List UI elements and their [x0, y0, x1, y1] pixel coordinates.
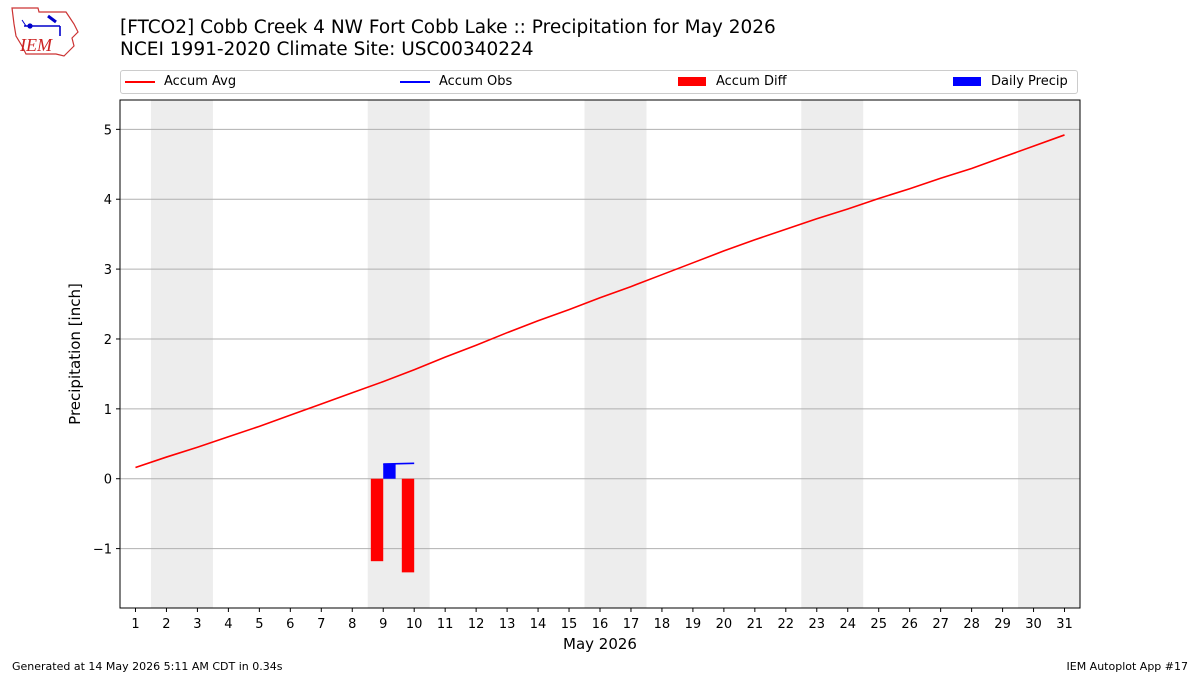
xtick-label-20: 20	[716, 617, 733, 632]
legend-item-accum-diff: Accum Diff	[678, 74, 787, 89]
legend-label-accum-diff: Accum Diff	[716, 74, 787, 89]
xtick-label-21: 21	[747, 617, 764, 632]
xtick-label-6: 6	[286, 617, 294, 632]
ytick-label-1: 1	[104, 403, 112, 418]
bar-daily-precip-day-9	[383, 464, 396, 479]
xtick-label-24: 24	[839, 617, 856, 632]
weekend-band-3	[801, 100, 864, 608]
xtick-label-17: 17	[623, 617, 640, 632]
ytick-label-5: 5	[104, 123, 112, 138]
xtick-label-25: 25	[870, 617, 887, 632]
footer-app-id: IEM Autoplot App #17	[1066, 660, 1189, 673]
xtick-label-5: 5	[255, 617, 263, 632]
xtick-label-30: 30	[1025, 617, 1042, 632]
xtick-label-8: 8	[348, 617, 356, 632]
footer-generated: Generated at 14 May 2026 5:11 AM CDT in …	[12, 660, 283, 673]
legend-swatch-accum-diff	[678, 77, 706, 86]
xtick-label-28: 28	[963, 617, 980, 632]
xtick-label-13: 13	[499, 617, 516, 632]
xtick-label-19: 19	[685, 617, 702, 632]
legend-label-accum-avg: Accum Avg	[164, 74, 237, 89]
y-axis-label: Precipitation [inch]	[66, 283, 84, 425]
xtick-label-26: 26	[901, 617, 918, 632]
bar-accum-diff-day-9	[370, 478, 384, 562]
xtick-label-12: 12	[468, 617, 485, 632]
svg-text:IEM: IEM	[19, 35, 53, 55]
xtick-label-11: 11	[437, 617, 454, 632]
legend-swatch-accum-obs	[400, 80, 430, 83]
x-axis-label: May 2026	[563, 635, 637, 653]
legend-item-accum-avg: Accum Avg	[125, 74, 236, 89]
weekend-band-2	[584, 100, 647, 608]
xtick-label-29: 29	[994, 617, 1011, 632]
line-accum-obs	[383, 462, 415, 465]
xtick-label-14: 14	[530, 617, 547, 632]
xtick-label-22: 22	[778, 617, 795, 632]
ytick-label-0: 0	[104, 473, 112, 488]
ytick-label-3: 3	[104, 263, 112, 278]
title-line-1: [FTCO2] Cobb Creek 4 NW Fort Cobb Lake :…	[120, 17, 776, 38]
chart-title: [FTCO2] Cobb Creek 4 NW Fort Cobb Lake :…	[120, 17, 776, 61]
xtick-label-10: 10	[406, 617, 423, 632]
ytick-label-4: 4	[104, 193, 112, 208]
xtick-label-4: 4	[224, 617, 232, 632]
xtick-label-23: 23	[809, 617, 826, 632]
weekend-band-0	[150, 100, 213, 608]
bar-accum-diff-day-10	[401, 478, 415, 573]
xtick-label-16: 16	[592, 617, 609, 632]
ytick-label--1: −1	[93, 543, 112, 558]
iem-logo: IEM	[11, 7, 79, 57]
legend-item-daily-precip: Daily Precip	[953, 74, 1068, 89]
xtick-label-31: 31	[1056, 617, 1073, 632]
xtick-label-2: 2	[162, 617, 170, 632]
xtick-label-9: 9	[379, 617, 387, 632]
legend-label-accum-obs: Accum Obs	[439, 74, 513, 89]
legend-item-accum-obs: Accum Obs	[400, 74, 512, 89]
xtick-label-7: 7	[317, 617, 325, 632]
title-line-2: NCEI 1991-2020 Climate Site: USC00340224	[120, 39, 534, 60]
legend-swatch-accum-avg	[125, 80, 155, 83]
weekend-band-4	[1018, 100, 1080, 608]
line-accum-avg	[135, 134, 1065, 469]
xtick-label-18: 18	[654, 617, 671, 632]
xtick-label-27: 27	[932, 617, 949, 632]
xtick-label-3: 3	[193, 617, 201, 632]
xtick-label-15: 15	[561, 617, 578, 632]
ytick-label-2: 2	[104, 333, 112, 348]
legend: Accum Avg Accum Obs Accum Diff Daily Pre…	[120, 70, 1078, 94]
xtick-label-1: 1	[131, 617, 139, 632]
legend-swatch-daily-precip	[953, 77, 981, 86]
legend-label-daily-precip: Daily Precip	[991, 74, 1068, 89]
